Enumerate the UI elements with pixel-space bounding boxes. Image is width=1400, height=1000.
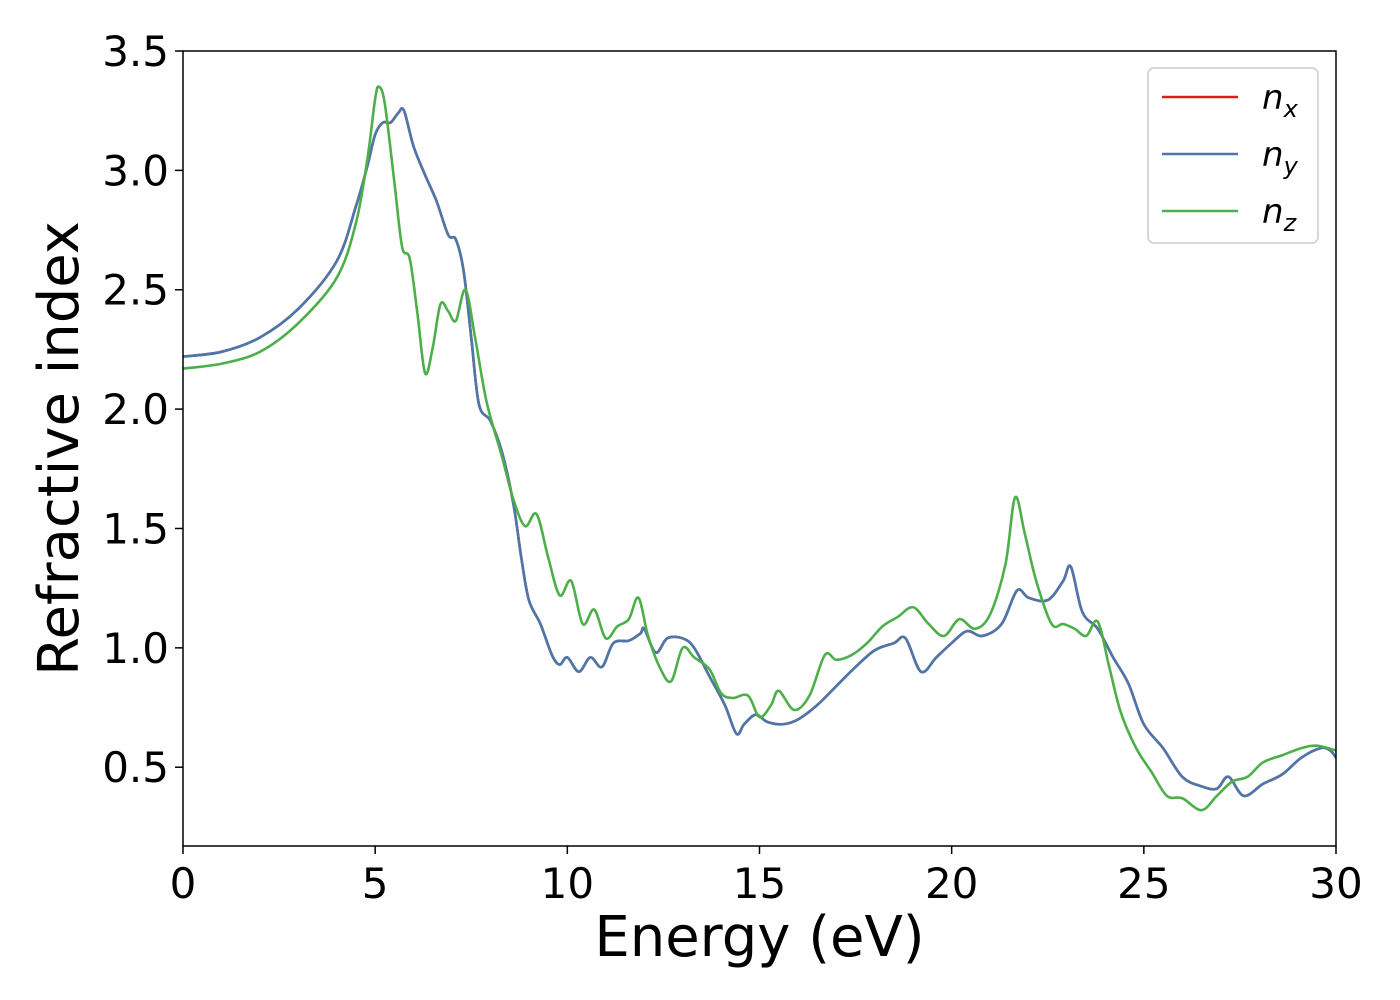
- legend-box: [1147, 67, 1319, 244]
- x-tick-label: 15: [733, 859, 786, 908]
- series-line-n-z: [183, 85, 1336, 812]
- legend-label: nx: [1262, 78, 1299, 123]
- legend-label: nz: [1262, 192, 1298, 237]
- y-tick-label: 1.0: [102, 624, 169, 673]
- y-tick-label: 2.0: [102, 385, 169, 434]
- x-tick-label: 10: [541, 859, 594, 908]
- x-tick-label: 30: [1309, 859, 1362, 908]
- y-tick-label: 0.5: [102, 743, 169, 792]
- y-axis-ticks: 0.5 1.0 1.5 2.0 2.5 3.0 3.5: [102, 27, 183, 792]
- x-tick-label: 0: [170, 859, 197, 908]
- y-tick-label: 3.0: [102, 146, 169, 195]
- plot-lines: [183, 85, 1336, 812]
- legend-label: ny: [1262, 135, 1299, 180]
- x-axis-title: Energy (eV): [594, 905, 924, 970]
- y-axis-title: Refractive index: [27, 221, 92, 676]
- series-line-n-y: [183, 107, 1336, 798]
- y-tick-label: 1.5: [102, 504, 169, 553]
- x-tick-label: 5: [362, 859, 389, 908]
- y-tick-label: 2.5: [102, 266, 169, 315]
- y-tick-label: 3.5: [102, 27, 169, 76]
- x-tick-label: 20: [925, 859, 978, 908]
- x-axis-ticks: 0 5 10 15 20 25 30: [170, 846, 1363, 908]
- legend: nx ny nz: [1147, 67, 1319, 244]
- x-tick-label: 25: [1117, 859, 1170, 908]
